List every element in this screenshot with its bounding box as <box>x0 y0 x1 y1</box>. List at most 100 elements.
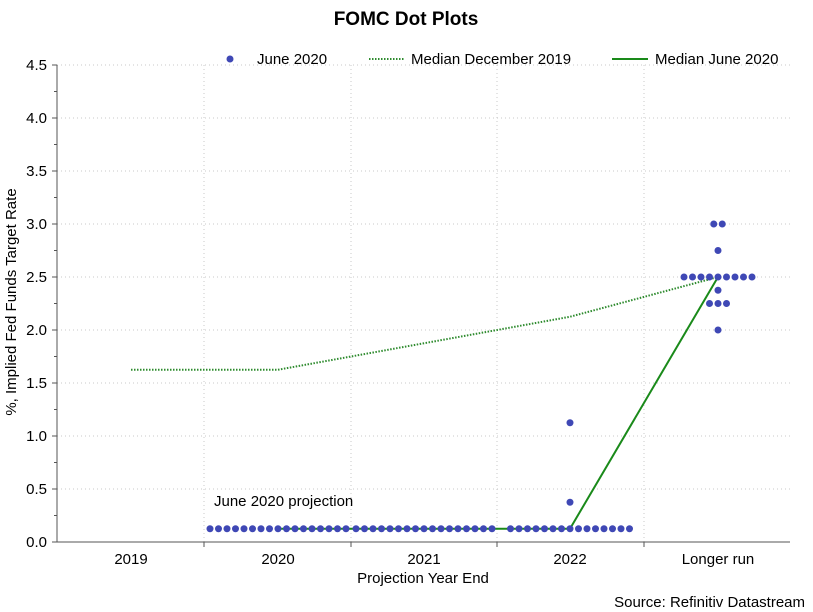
dot-marker <box>206 525 214 533</box>
y-tick-label: 1.0 <box>26 428 47 445</box>
dot-marker <box>714 247 722 254</box>
dot-marker <box>232 525 239 533</box>
dot-marker <box>291 525 299 533</box>
x-tick-label: 2019 <box>114 551 147 568</box>
dot-marker <box>488 525 496 533</box>
dot-marker <box>215 525 222 533</box>
y-tick-label: 3.5 <box>26 163 47 180</box>
legend-label-june-2020: June 2020 <box>257 51 327 68</box>
dot-marker <box>549 525 557 533</box>
y-tick-label: 4.5 <box>26 57 47 74</box>
legend-label-median-dec-2019: Median December 2019 <box>411 51 571 68</box>
dot-marker <box>317 525 324 533</box>
dot-marker <box>583 525 591 533</box>
dot-marker <box>369 525 377 533</box>
dot-marker <box>274 525 282 533</box>
dot-marker <box>378 525 385 533</box>
dot-marker <box>731 273 739 281</box>
dot-marker <box>617 525 625 533</box>
dot-marker <box>325 525 333 533</box>
legend-label-median-jun-2020: Median June 2020 <box>655 51 778 68</box>
dot-marker <box>575 525 582 533</box>
dot-marker <box>714 273 722 281</box>
dot-marker <box>524 525 531 533</box>
dot-marker <box>592 525 599 533</box>
projection-annotation: June 2020 projection <box>214 493 353 510</box>
y-tick-labels: 0.0 0.5 1.0 1.5 2.0 2.5 3.0 3.5 4.0 4.5 <box>26 57 47 551</box>
y-axis-label: %, Implied Fed Funds Target Rate <box>3 188 20 415</box>
series-line <box>278 276 719 530</box>
dot-marker <box>566 419 574 427</box>
dot-marker <box>566 498 574 506</box>
x-tick-label: Longer run <box>682 551 755 568</box>
dot-marker <box>532 525 540 533</box>
dot-marker <box>437 525 445 533</box>
y-tick-label: 0.0 <box>26 534 47 551</box>
dot-marker <box>446 525 453 533</box>
dot-marker <box>420 525 428 533</box>
dot-marker <box>334 525 341 533</box>
dot-marker <box>689 273 696 281</box>
dot-marker <box>266 525 273 533</box>
dot-marker <box>283 525 290 533</box>
x-tick-label: 2021 <box>407 551 440 568</box>
dot-marker <box>680 273 688 281</box>
y-tick-label: 3.0 <box>26 216 47 233</box>
dot-marker <box>609 525 616 533</box>
x-tick-label: 2020 <box>261 551 294 568</box>
source-note: Source: Refinitiv Datastream <box>614 594 805 611</box>
dot-marker <box>240 525 248 533</box>
dot-marker <box>352 525 360 533</box>
series-line <box>131 276 719 371</box>
y-tick-label: 2.0 <box>26 322 47 339</box>
dot-marker <box>300 525 307 533</box>
dot-marker <box>748 273 756 281</box>
dot-marker <box>507 525 514 533</box>
dot-marker <box>249 525 256 533</box>
legend: June 2020 Median December 2019 Median Ju… <box>226 51 778 68</box>
dot-marker <box>706 300 713 307</box>
dot-marker <box>429 525 436 533</box>
dot-marker <box>463 525 470 533</box>
y-tick-label: 1.5 <box>26 375 47 392</box>
dot-marker <box>454 525 462 533</box>
dot-marker <box>257 525 265 533</box>
dot-marker <box>626 525 633 533</box>
x-axis-label: Projection Year End <box>357 570 489 587</box>
dot-markers <box>206 220 756 533</box>
dot-marker <box>718 220 726 228</box>
dot-marker <box>714 286 722 294</box>
dot-marker <box>395 525 402 533</box>
x-tick-labels: 2019 2020 2021 2022 Longer run <box>114 551 754 568</box>
dot-marker <box>723 273 730 281</box>
dot-marker <box>412 525 419 533</box>
y-tick-label: 4.0 <box>26 110 47 127</box>
x-tick-label: 2022 <box>553 551 586 568</box>
dot-marker <box>361 525 368 533</box>
dot-marker <box>600 525 608 533</box>
dot-marker <box>541 525 548 533</box>
dot-marker <box>471 525 479 533</box>
dot-marker <box>566 525 574 533</box>
dot-marker <box>515 525 523 533</box>
dot-marker <box>710 220 718 228</box>
gridlines <box>57 64 790 542</box>
dot-marker <box>403 525 411 533</box>
legend-dot-marker <box>226 55 234 63</box>
y-tick-label: 2.5 <box>26 269 47 286</box>
dot-marker <box>706 273 713 281</box>
dot-marker <box>697 273 705 281</box>
dot-marker <box>714 326 722 334</box>
dot-marker <box>714 300 722 307</box>
dot-marker <box>308 525 316 533</box>
y-tick-label: 0.5 <box>26 481 47 498</box>
axes <box>52 64 790 547</box>
dot-marker <box>223 525 231 533</box>
dot-marker <box>740 273 747 281</box>
dot-marker <box>558 525 565 533</box>
dot-marker <box>480 525 487 533</box>
dot-marker <box>723 300 730 307</box>
median-lines <box>131 276 719 530</box>
chart-title: FOMC Dot Plots <box>334 9 479 30</box>
